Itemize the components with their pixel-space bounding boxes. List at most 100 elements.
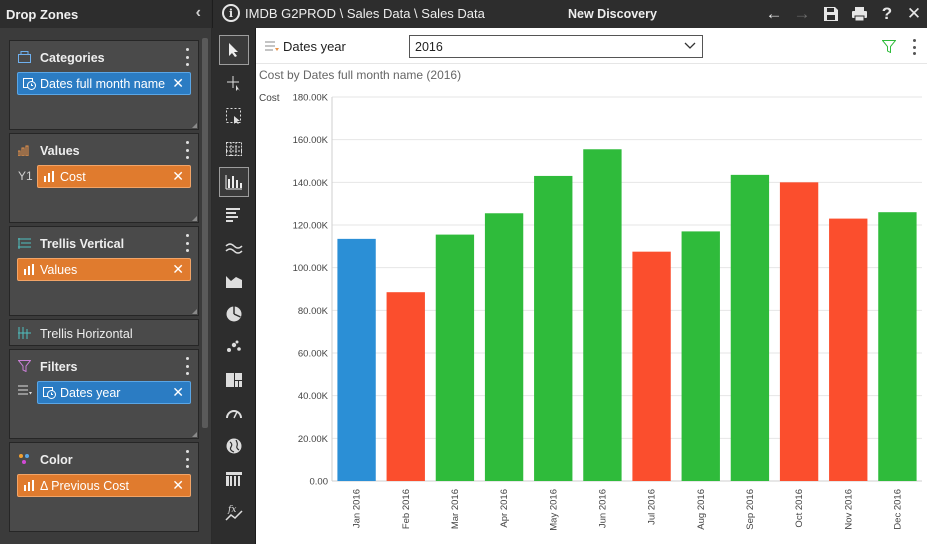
bar [337,238,376,481]
select-tool-icon[interactable] [219,101,249,131]
line-chart-icon[interactable] [219,233,249,263]
year-select-value: 2016 [415,39,443,54]
categories-menu-icon[interactable] [184,48,190,66]
pivot-grid-icon[interactable] [219,464,249,494]
measure-icon [44,171,54,182]
remove-color-icon[interactable]: ✕ [172,477,184,493]
forward-arrow-icon[interactable]: → [793,4,811,23]
color-palette-icon [17,452,31,466]
chevron-down-icon [684,39,696,56]
back-arrow-icon[interactable]: ← [765,4,783,23]
top-bar: i IMDB G2PROD \ Sales Data \ Sales Data … [212,0,927,28]
treemap-icon[interactable] [219,365,249,395]
chart-canvas: Dates year 2016 Cost by Dates full month… [256,28,927,544]
categories-title: Categories [40,51,105,65]
bar [484,213,524,481]
area-chart-icon[interactable] [219,266,249,296]
values-menu-icon[interactable] [184,141,190,159]
remove-trellis-vertical-icon[interactable]: ✕ [172,261,184,277]
pie-chart-icon[interactable] [219,299,249,329]
remove-filters-icon[interactable]: ✕ [172,384,184,400]
formula-icon[interactable]: fx [219,497,249,527]
remove-values-icon[interactable]: ✕ [172,168,184,184]
y-tick-label: 60.00K [298,349,329,360]
date-field-icon [43,387,56,399]
color-pill-label: Δ Previous Cost [40,478,129,493]
filters-pill[interactable]: Dates year ✕ [37,381,191,404]
help-icon[interactable]: ? [881,4,893,23]
filter-label: Dates year [283,39,346,54]
values-pill-label: Cost [60,169,86,184]
bar-chart-icon[interactable] [219,200,249,230]
resize-corner[interactable] [192,216,197,221]
gauge-icon[interactable] [219,398,249,428]
filters-zone[interactable]: Filters Dates year ✕ [9,349,199,439]
filter-bar: Dates year 2016 [256,28,927,64]
close-icon[interactable]: ✕ [906,4,922,23]
chevron-left-icon[interactable]: ‹ [195,4,201,21]
filters-menu-icon[interactable] [184,357,190,375]
x-tick-label: Mar 2016 [450,489,461,529]
chart-tools-strip: fx [212,28,256,544]
trellis-horizontal-title: Trellis Horizontal [40,327,133,341]
color-zone[interactable]: Color Δ Previous Cost ✕ [9,442,199,532]
color-pill[interactable]: Δ Previous Cost ✕ [17,474,191,497]
values-pill[interactable]: Cost ✕ [37,165,191,188]
trellis-vertical-pill-label: Values [40,262,78,277]
bar-chart: Cost 0.00 20.00K 40.00K 60.00K 80.00K 100.00K 1… [259,93,922,531]
color-menu-icon[interactable] [184,450,190,468]
x-tick-label: May 2016 [548,489,559,531]
scatter-chart-icon[interactable] [219,332,249,362]
trellis-vertical-zone[interactable]: Trellis Vertical Values ✕ [9,226,199,316]
x-tick-label: Feb 2016 [401,489,412,529]
resize-corner[interactable] [192,309,197,314]
trellis-vertical-menu-icon[interactable] [184,234,190,252]
more-options-icon[interactable] [912,39,916,55]
categories-pill[interactable]: Dates full month name ✕ [17,72,191,95]
info-icon[interactable]: i [222,4,240,22]
drop-zones-header: Drop Zones ‹ [0,0,211,28]
y-tick-label: 0.00 [310,477,329,488]
categories-icon [17,50,31,64]
trellis-vertical-pill[interactable]: Values ✕ [17,258,191,281]
svg-text:fx: fx [227,505,236,515]
bar [534,175,573,481]
categories-zone[interactable]: Categories Dates full month name ✕ [9,40,199,130]
bar [435,234,475,481]
bar [878,212,917,481]
bar [583,149,622,481]
values-zone[interactable]: Values Y1 Cost ✕ [9,133,199,223]
drop-zones-scrollbar[interactable] [202,38,208,428]
y-tick-label: 20.00K [298,434,329,445]
print-icon[interactable] [847,2,871,26]
year-select[interactable]: 2016 [409,35,703,58]
discovery-title: New Discovery [568,7,657,21]
x-tick-label: Aug 2016 [696,489,707,530]
drop-zones-title: Drop Zones [6,6,79,22]
filter-list-icon[interactable] [18,385,32,400]
save-icon[interactable] [819,2,843,26]
filters-title: Filters [40,360,78,374]
y-tick-label: 160.00K [293,135,329,146]
column-chart-icon[interactable] [219,167,249,197]
resize-corner[interactable] [192,123,197,128]
remove-categories-icon[interactable]: ✕ [172,75,184,91]
resize-corner[interactable] [192,432,197,437]
grid-table-icon[interactable] [219,134,249,164]
categories-pill-label: Dates full month name [40,76,166,91]
add-tool-icon[interactable] [219,68,249,98]
values-icon [17,143,31,157]
filter-list-icon [265,40,279,58]
bar [386,292,425,481]
bar [779,182,819,481]
pointer-tool-icon[interactable] [219,35,249,65]
measure-icon [24,480,34,491]
y-tick-label: 180.00K [293,93,329,104]
y-axis-label: Cost [259,93,280,104]
map-icon[interactable] [219,431,249,461]
funnel-icon[interactable] [881,40,897,58]
bar [829,218,868,481]
trellis-horizontal-zone[interactable]: Trellis Horizontal [9,319,199,346]
x-tick-label: Jan 2016 [352,489,363,528]
